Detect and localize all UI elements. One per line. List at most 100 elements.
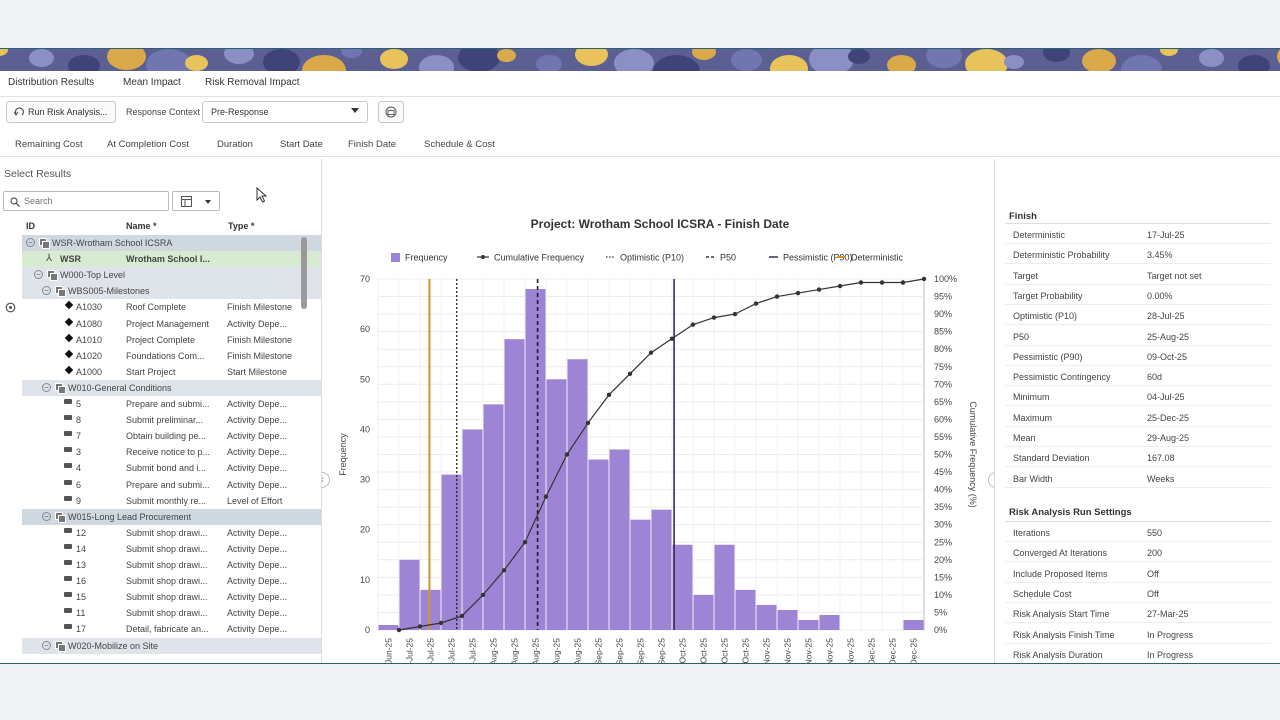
y2-tick-label: 25% <box>934 537 952 547</box>
search-input[interactable] <box>24 194 164 208</box>
stat-row: Include Proposed Items Off <box>1005 563 1271 583</box>
run-settings-title: Risk Analysis Run Settings <box>1009 507 1132 518</box>
tab-duration[interactable]: Duration <box>217 139 253 150</box>
tree-row[interactable]: 14 Submit shop drawi... Activity Depe... <box>22 541 321 557</box>
tree-row[interactable]: 8 Submit preliminar... Activity Depe... <box>22 412 321 428</box>
tree-row[interactable]: 4 Submit bond and i... Activity Depe... <box>22 460 321 476</box>
collapse-toggle-icon[interactable]: − <box>42 640 51 650</box>
tree-row-name: Submit shop drawi... <box>126 527 208 538</box>
histogram-bar <box>441 474 462 630</box>
tab-at-completion-cost[interactable]: At Completion Cost <box>107 139 189 150</box>
tree-row[interactable]: 17 Detail, fabricate an... Activity Depe..… <box>22 621 321 637</box>
tree-row-name: Prepare and submi... <box>126 399 210 409</box>
tab-start-date[interactable]: Start Date <box>280 139 323 150</box>
banner-pattern-shape <box>341 49 362 58</box>
cumulative-point <box>543 494 549 499</box>
tree-group-row[interactable]: − W000-Top Level <box>22 267 321 284</box>
tree-row[interactable]: 9 Submit monthly re... Level of Effort <box>22 493 321 509</box>
x-tick-label: Week of 14-Sep-25 <box>615 638 625 664</box>
x-tick-label: Week of 21-Sep-25 <box>636 638 646 664</box>
tree-row[interactable]: A1020 Foundations Com... Finish Milestone <box>22 348 321 364</box>
chart-title: Project: Wrotham School ICSRA - Finish D… <box>531 217 790 231</box>
tab-risk-removal-impact[interactable]: Risk Removal Impact <box>205 77 300 88</box>
cumulative-point <box>606 392 612 398</box>
tree-row[interactable]: 12 Submit shop drawi... Activity Depe... <box>22 525 321 541</box>
tree-row-name: Submit preliminar... <box>126 415 204 426</box>
col-type-header[interactable]: Type * <box>228 221 255 231</box>
print-button[interactable] <box>378 101 404 123</box>
col-name-header[interactable]: Name * <box>126 221 157 231</box>
histogram-bar <box>903 619 924 630</box>
tree-row[interactable]: 15 Submit shop drawi... Activity Depe... <box>22 589 321 605</box>
tab-schedule-cost[interactable]: Schedule & Cost <box>424 139 495 150</box>
x-tick-label: Week of 17-Aug-25 <box>531 638 541 664</box>
tree-row[interactable]: A1080 Project Management Activity Depe... <box>22 316 321 332</box>
tree-row-id: W015-Long Lead Procurement <box>68 511 192 522</box>
wbs-group-icon <box>55 511 66 523</box>
stat-label: Deterministic <box>1013 230 1066 240</box>
y2-tick-label: 0% <box>934 625 947 635</box>
tree-group-row[interactable]: − W010-General Conditions <box>22 379 321 396</box>
tree-scrollbar-thumb[interactable] <box>301 237 307 309</box>
legend-label: Optimistic (P10) <box>620 253 684 263</box>
tree-row[interactable]: 6 Prepare and submi... Activity Depe... <box>22 477 321 493</box>
tree-group-row[interactable]: − W015-Long Lead Procurement <box>22 508 321 525</box>
tree-row-name: Project Management <box>126 318 210 329</box>
stat-label: Deterministic Probability <box>1013 250 1110 261</box>
top-tab-bar: Distribution Results Mean Impact Risk Re… <box>0 71 1280 97</box>
settings-gear-icon[interactable] <box>5 302 16 313</box>
stat-value: Target not set <box>1147 270 1202 281</box>
collapse-toggle-icon[interactable]: − <box>42 511 51 521</box>
tree-row-id: 17 <box>76 624 87 635</box>
tree-row-id: A1080 <box>76 318 103 329</box>
y-tick-label: 30 <box>360 475 370 485</box>
tree-row[interactable]: 3 Receive notice to p... Activity Depe... <box>22 444 321 460</box>
collapse-toggle-icon[interactable]: − <box>42 382 51 392</box>
response-context-select[interactable]: Pre-Response <box>202 101 368 123</box>
stat-label: Maximum <box>1013 412 1053 423</box>
tree-row-id: 11 <box>76 608 86 619</box>
tree-row[interactable]: ⅄ WSR Wrotham School I... <box>22 251 321 268</box>
activity-icon <box>64 399 72 404</box>
col-id-header[interactable]: ID <box>26 221 35 231</box>
tab-mean-impact[interactable]: Mean Impact <box>123 77 181 88</box>
x-tick-label: Week of 12-Oct-25 <box>699 638 709 664</box>
legend-swatch-frequency <box>391 253 400 262</box>
collapse-toggle-icon[interactable]: − <box>34 270 43 280</box>
tree-row-name: Wrotham School I... <box>126 254 210 265</box>
collapse-toggle-icon[interactable]: − <box>26 238 35 247</box>
tree-row[interactable]: 11 Submit shop drawi... Activity Depe... <box>22 605 321 621</box>
stat-row: Iterations 550 <box>1005 522 1271 542</box>
collapse-toggle-icon[interactable]: − <box>42 286 51 296</box>
tree-row[interactable]: 13 Submit shop drawi... Activity Depe... <box>22 557 321 573</box>
stat-row: Risk Analysis Duration In Progress <box>1005 644 1271 663</box>
view-picker-button[interactable] <box>172 191 220 211</box>
milestone-icon <box>64 365 74 375</box>
histogram-bar <box>756 604 777 630</box>
tree-group-row[interactable]: − WSR-Wrotham School ICSRA <box>22 235 321 251</box>
legend-label: P50 <box>720 253 736 263</box>
tab-finish-date[interactable]: Finish Date <box>348 139 397 150</box>
stat-value: 28-Jul-25 <box>1147 311 1185 322</box>
cumulative-point <box>837 283 843 289</box>
column-header-row: ID Name * Type * <box>0 221 310 235</box>
tree-row[interactable]: A1000 Start Project Start Milestone <box>22 364 321 380</box>
tree-group-row[interactable]: − WBS005-Milestones <box>22 283 321 300</box>
tree-row-id: 7 <box>76 431 82 442</box>
tree-row[interactable]: A1030 Roof Complete Finish Milestone <box>22 299 321 315</box>
x-tick-label: Week of 05-Oct-25 <box>678 638 688 664</box>
tab-distribution-results[interactable]: Distribution Results <box>8 77 95 88</box>
dropdown-caret-icon <box>351 108 359 113</box>
x-tick-label: Week of 31-Aug-25 <box>573 638 583 664</box>
activity-icon <box>64 415 72 421</box>
tab-remaining-cost[interactable]: Remaining Cost <box>15 139 83 150</box>
tree-row[interactable]: 5 Prepare and submi... Activity Depe... <box>22 396 321 412</box>
run-risk-analysis-button[interactable]: Run Risk Analysis... <box>6 101 116 123</box>
tree-group-row[interactable]: − W020-Mobilize on Site <box>22 637 321 654</box>
banner-pattern-shape <box>926 49 962 69</box>
statistics-panel: Finish Deterministic 17-Jul-25 Determinist… <box>994 159 1280 663</box>
tree-row[interactable]: 16 Submit shop drawi... Activity Depe... <box>22 573 321 589</box>
banner-pattern-shape <box>0 49 8 56</box>
tree-row[interactable]: 7 Obtain building pe... Activity Depe... <box>22 428 321 444</box>
tree-row[interactable]: A1010 Project Complete Finish Milestone <box>22 332 321 348</box>
